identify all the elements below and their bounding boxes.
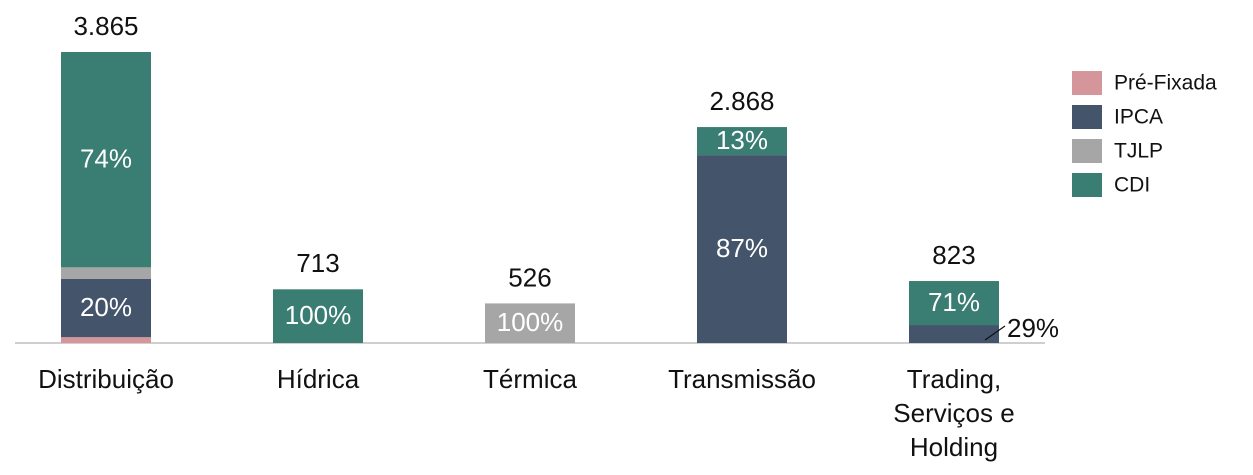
x-tick-label: Transmissão — [668, 364, 816, 394]
x-tick-label: Hídrica — [276, 364, 360, 394]
total-label: 526 — [508, 262, 551, 292]
bar-segment — [697, 127, 787, 156]
bar-segment — [273, 289, 363, 343]
x-tick-label: Trading, Serviços e Holding — [893, 364, 1015, 462]
segment-label: 74% — [80, 144, 132, 174]
legend-label: Pré-Fixada — [1114, 72, 1217, 95]
bar-segment — [909, 325, 999, 343]
bar-segment — [61, 278, 151, 338]
legend-label: TJLP — [1114, 140, 1163, 163]
bar-segment — [61, 267, 151, 279]
legend-swatch — [1072, 105, 1102, 129]
x-tick-label: Térmica — [483, 364, 577, 394]
bar-stack — [273, 289, 363, 343]
legend-swatch — [1072, 173, 1102, 197]
legend-swatch — [1072, 139, 1102, 163]
total-label: 2.868 — [709, 86, 774, 116]
legend-label: IPCA — [1114, 106, 1163, 129]
segment-label: 71% — [928, 287, 980, 317]
bar-segment — [61, 337, 151, 343]
bar-stack — [485, 303, 575, 343]
bar-segment — [697, 155, 787, 343]
segment-label: 13% — [716, 125, 768, 155]
segment-label: 29% — [1007, 313, 1059, 343]
bar-segment — [909, 281, 999, 326]
bar-stack — [61, 52, 151, 343]
bar-segment — [485, 303, 575, 343]
legend-swatch — [1072, 71, 1102, 95]
total-label: 713 — [296, 248, 339, 278]
bar-stack — [697, 127, 787, 343]
segment-label: 87% — [716, 233, 768, 263]
total-label: 3.865 — [73, 11, 138, 41]
legend-label: CDI — [1114, 174, 1150, 197]
segment-label: 20% — [80, 292, 132, 322]
total-label: 823 — [932, 240, 975, 270]
segment-label: 100% — [497, 307, 564, 337]
leader-line — [984, 325, 1006, 341]
x-tick-label: Distribuição — [38, 364, 174, 394]
bar-segment — [61, 52, 151, 268]
bar-stack — [909, 281, 999, 343]
segment-label: 100% — [285, 300, 352, 330]
